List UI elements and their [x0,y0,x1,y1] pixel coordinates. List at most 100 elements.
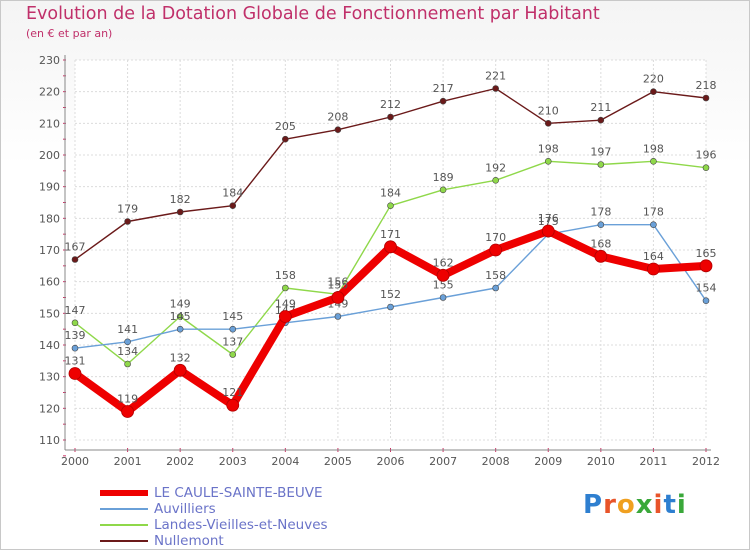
data-label: 134 [117,345,138,358]
data-point [541,224,555,238]
data-point [436,268,450,282]
data-label: 152 [380,288,401,301]
y-tick-label: 210 [39,117,60,130]
y-tick-label: 200 [39,149,60,162]
data-point [650,158,657,165]
data-label: 184 [380,187,401,200]
data-label: 167 [65,241,86,254]
data-point [226,398,240,412]
data-point [334,313,342,320]
y-tick-label: 110 [39,434,60,447]
chart-subtitle: (en € et par an) [26,27,113,40]
data-point [124,338,131,346]
data-point [176,313,184,320]
data-point [492,85,499,92]
data-point [702,94,710,102]
data-label: 121 [222,386,243,399]
logo-letter: P [583,490,604,520]
data-point [702,164,710,171]
data-point [282,135,289,143]
data-label: 221 [485,70,506,83]
data-label: 217 [433,82,454,95]
data-label: 212 [380,98,401,111]
data-label: 149 [275,298,296,311]
x-tick-label: 2009 [534,455,562,468]
y-tick-label: 120 [39,402,60,415]
data-point [597,221,605,228]
data-label: 149 [170,298,191,311]
data-point [650,221,657,228]
legend-swatch [100,540,148,542]
x-tick-label: 2012 [692,455,720,468]
data-point [71,344,79,352]
data-point [278,310,292,323]
data-point [544,158,552,165]
data-point [282,284,289,292]
data-point [439,97,447,105]
data-point [647,262,660,276]
x-tick-label: 2006 [377,455,405,468]
legend-label: Auvilliers [154,501,216,517]
data-point [176,325,184,333]
data-label: 141 [117,323,138,336]
data-label: 210 [538,104,559,117]
y-tick-label: 150 [39,307,60,320]
logo-letter: r [603,490,617,520]
x-tick-label: 2000 [61,455,89,468]
x-tick-label: 2003 [219,455,247,468]
x-tick-label: 2010 [587,455,615,468]
logo-letter: i [676,490,687,520]
x-tick-label: 2005 [324,455,352,468]
data-point [121,405,134,418]
data-point [492,284,499,292]
data-point [124,218,131,225]
legend-swatch [100,490,148,496]
chart-title: Evolution de la Dotation Globale de Fonc… [26,4,600,24]
data-label: 155 [327,279,348,292]
legend-label: Nullemont [154,533,224,549]
data-label: 178 [590,206,611,219]
data-point [597,116,605,124]
data-label: 145 [222,310,243,323]
data-label: 220 [643,73,664,86]
y-tick-label: 130 [39,371,60,384]
data-label: 196 [696,149,717,162]
data-label: 154 [696,282,717,295]
data-label: 158 [275,269,296,282]
data-point [439,186,447,194]
data-point [71,256,79,263]
data-label: 168 [590,237,611,250]
legend-label: LE CAULE-SAINTE-BEUVE [154,485,323,501]
data-label: 171 [380,228,401,241]
y-tick-label: 170 [39,244,60,257]
data-point [229,351,237,358]
data-label: 211 [590,101,611,114]
data-point [176,208,184,216]
x-tick-label: 2011 [639,455,667,468]
x-tick-label: 2001 [114,455,142,468]
data-point [331,291,345,304]
x-tick-label: 2002 [166,455,194,468]
data-label: 189 [433,171,454,184]
proxiti-logo: Proxiti [583,490,687,520]
y-tick-label: 160 [39,276,60,289]
data-label: 145 [170,310,191,323]
data-point [594,249,608,263]
data-label: 165 [696,247,717,260]
data-label: 208 [327,111,348,124]
data-label: 131 [65,355,86,368]
data-point [489,243,503,257]
data-label: 170 [485,231,506,244]
data-label: 198 [643,142,664,155]
legend-label: Landes-Vieilles-et-Neuves [154,517,328,533]
data-point [650,88,657,95]
logo-letter: o [616,490,636,520]
y-tick-label: 230 [39,54,60,67]
data-label: 179 [117,203,138,216]
data-point [173,363,187,377]
x-tick-label: 2004 [271,455,299,468]
data-label: 119 [117,393,138,406]
data-label: 155 [433,279,454,292]
data-label: 178 [643,206,664,219]
data-label: 197 [590,146,611,159]
